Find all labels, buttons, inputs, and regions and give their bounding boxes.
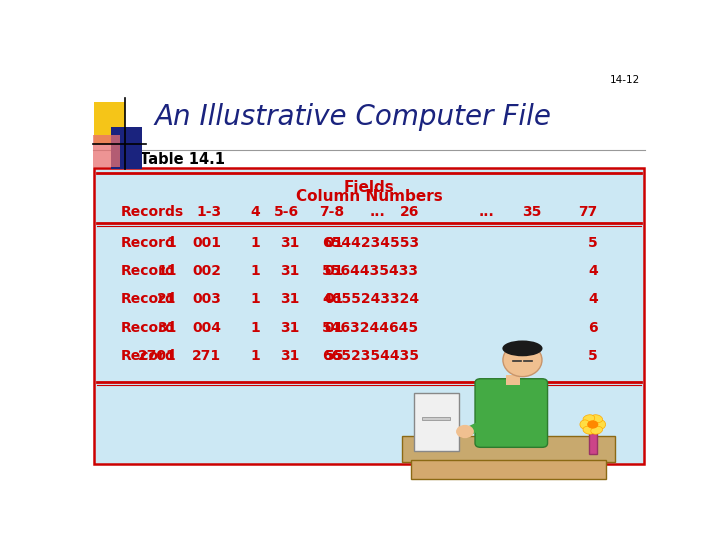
Text: 6544234553: 6544234553 <box>322 236 419 250</box>
FancyBboxPatch shape <box>111 127 142 168</box>
Text: 21: 21 <box>157 292 176 306</box>
Text: ...: ... <box>478 205 494 219</box>
Text: 31: 31 <box>157 321 176 335</box>
FancyBboxPatch shape <box>402 436 615 462</box>
Text: 01: 01 <box>325 321 344 335</box>
Text: 6: 6 <box>588 321 598 335</box>
Ellipse shape <box>503 343 542 377</box>
Text: 01: 01 <box>325 292 344 306</box>
Text: An Illustrative Computer File: An Illustrative Computer File <box>154 103 552 131</box>
FancyBboxPatch shape <box>422 417 450 420</box>
Text: 01: 01 <box>325 264 344 278</box>
Text: 31: 31 <box>280 292 300 306</box>
Ellipse shape <box>591 415 603 423</box>
Ellipse shape <box>580 420 590 429</box>
Text: 001: 001 <box>192 236 221 250</box>
Text: 4: 4 <box>588 292 598 306</box>
Circle shape <box>588 420 598 429</box>
FancyBboxPatch shape <box>93 136 120 167</box>
Text: Record: Record <box>121 264 176 278</box>
Text: 003: 003 <box>192 292 221 306</box>
Text: 1: 1 <box>251 236 260 250</box>
Text: 1: 1 <box>167 236 176 250</box>
Text: 002: 002 <box>192 264 221 278</box>
Text: 14-12: 14-12 <box>609 75 639 85</box>
Text: 26: 26 <box>400 205 419 219</box>
Text: Record: Record <box>121 349 176 363</box>
Text: 4655243324: 4655243324 <box>322 292 419 306</box>
Text: ...: ... <box>369 205 385 219</box>
Text: 2701: 2701 <box>138 349 176 363</box>
Text: 004: 004 <box>192 321 221 335</box>
Text: Record: Record <box>121 236 176 250</box>
Ellipse shape <box>583 415 595 423</box>
FancyArrow shape <box>467 407 517 434</box>
Text: 01: 01 <box>325 236 344 250</box>
Ellipse shape <box>583 426 595 434</box>
Text: 35: 35 <box>523 205 542 219</box>
FancyBboxPatch shape <box>411 460 606 478</box>
Text: 6652354435: 6652354435 <box>323 349 419 363</box>
Text: 4: 4 <box>251 205 260 219</box>
Text: 55: 55 <box>325 349 344 363</box>
Text: Table 14.1: Table 14.1 <box>140 152 225 167</box>
Ellipse shape <box>503 341 543 356</box>
Text: 1: 1 <box>251 292 260 306</box>
Ellipse shape <box>595 420 606 429</box>
FancyBboxPatch shape <box>505 375 520 385</box>
Text: 271: 271 <box>192 349 221 363</box>
Text: 7-8: 7-8 <box>319 205 344 219</box>
Ellipse shape <box>591 426 603 434</box>
Text: 77: 77 <box>579 205 598 219</box>
Text: 31: 31 <box>280 349 300 363</box>
Text: Record: Record <box>121 321 176 335</box>
Text: 31: 31 <box>280 321 300 335</box>
Text: 1: 1 <box>251 349 260 363</box>
Text: 5: 5 <box>588 349 598 363</box>
Text: 11: 11 <box>157 264 176 278</box>
Text: 5463244645: 5463244645 <box>322 321 419 335</box>
Text: 1-3: 1-3 <box>196 205 221 219</box>
FancyBboxPatch shape <box>590 433 597 454</box>
Text: 31: 31 <box>280 236 300 250</box>
FancyBboxPatch shape <box>413 393 459 451</box>
Text: 5: 5 <box>588 236 598 250</box>
Text: 31: 31 <box>280 264 300 278</box>
Circle shape <box>456 425 474 438</box>
Text: Column Numbers: Column Numbers <box>296 189 442 204</box>
Text: 1: 1 <box>251 321 260 335</box>
FancyBboxPatch shape <box>475 379 547 447</box>
FancyBboxPatch shape <box>94 102 125 144</box>
Text: Record: Record <box>121 292 176 306</box>
Text: 5-6: 5-6 <box>274 205 300 219</box>
FancyBboxPatch shape <box>94 168 644 464</box>
Text: Fields: Fields <box>343 179 395 194</box>
Text: Records: Records <box>121 205 184 219</box>
Text: 1: 1 <box>251 264 260 278</box>
Text: 5564435433: 5564435433 <box>323 264 419 278</box>
Text: 4: 4 <box>588 264 598 278</box>
